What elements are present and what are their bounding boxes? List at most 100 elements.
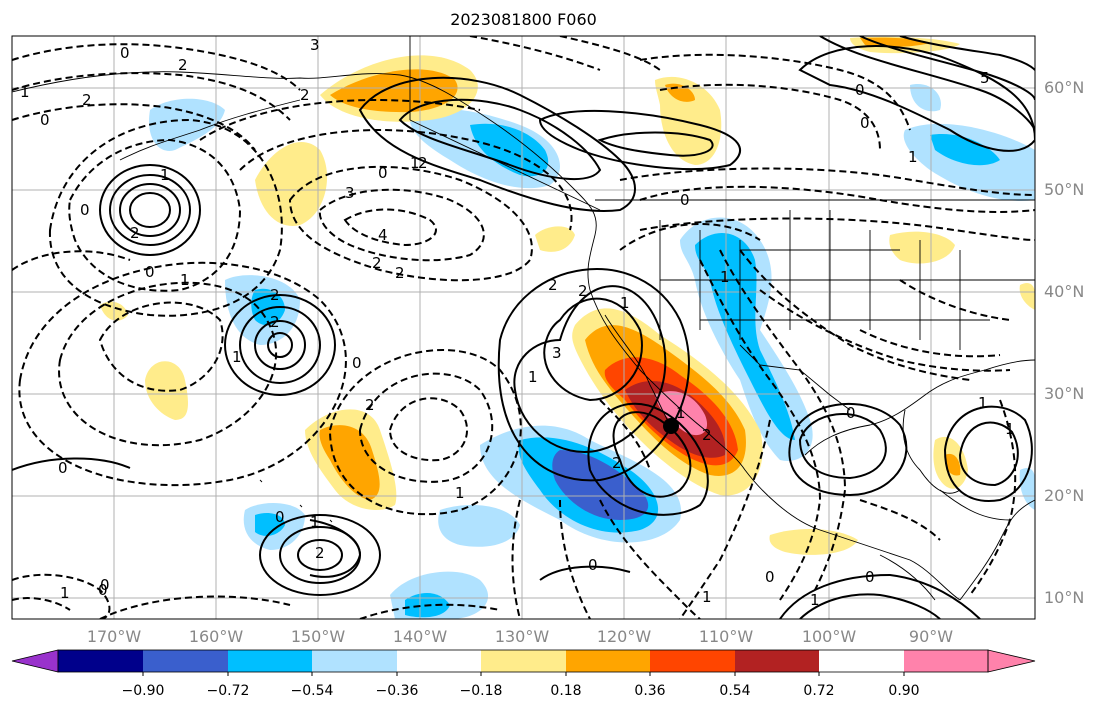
contour-label: 2 bbox=[315, 544, 325, 562]
colorbar-segment bbox=[735, 650, 819, 672]
lat-label: 30°N bbox=[1044, 384, 1085, 403]
contour-label: 0 bbox=[275, 508, 285, 526]
lon-label: 120°W bbox=[596, 627, 652, 646]
contour-label: 2 bbox=[270, 313, 280, 331]
contour-label: 2 bbox=[365, 396, 375, 414]
lon-label: 170°W bbox=[86, 627, 142, 646]
contour-label: 3 bbox=[310, 36, 320, 54]
contour-label: 0 bbox=[378, 164, 388, 182]
colorbar-segment bbox=[397, 650, 481, 672]
contour-label: 1 bbox=[528, 368, 538, 386]
contour-label: 2 bbox=[130, 224, 140, 242]
neg-shade bbox=[255, 513, 285, 536]
colorbar-tick-label: −0.36 bbox=[375, 683, 419, 699]
lon-label: 160°W bbox=[188, 627, 244, 646]
colorbar-extend-low bbox=[11, 649, 59, 673]
pos-shade bbox=[889, 231, 955, 264]
contour-label: 1 bbox=[720, 268, 730, 286]
colorbar-segment bbox=[566, 650, 650, 672]
neg-shade bbox=[930, 134, 1000, 166]
contour-label: 1 bbox=[20, 83, 30, 101]
contour-label: 3 bbox=[552, 344, 562, 362]
contour-label: 0 bbox=[846, 404, 856, 422]
contour-label: 1 bbox=[60, 584, 70, 602]
contour-label: 0 bbox=[680, 191, 690, 209]
contour-label: 1 bbox=[620, 294, 630, 312]
pos-shade bbox=[1019, 283, 1035, 310]
neg-shade bbox=[438, 505, 520, 547]
contour-label: 0 bbox=[120, 44, 130, 62]
colorbar-segment bbox=[228, 650, 312, 672]
contour-label: 0 bbox=[588, 556, 598, 574]
colorbar-segment bbox=[904, 650, 988, 672]
neg-shade bbox=[149, 98, 225, 151]
lat-label: 40°N bbox=[1044, 282, 1085, 301]
contour-label: 1 bbox=[978, 394, 988, 412]
contour-label: 2 bbox=[612, 454, 622, 472]
colorbar-tick-label: 0.54 bbox=[719, 683, 751, 699]
lon-label: 90°W bbox=[908, 627, 954, 646]
lon-label: 150°W bbox=[290, 627, 346, 646]
contour-label: 0 bbox=[58, 459, 68, 477]
colorbar-tick-label: −0.18 bbox=[459, 683, 503, 699]
contour-label: 2 bbox=[300, 86, 310, 104]
contour-label: 2 bbox=[418, 154, 428, 172]
lat-label: 10°N bbox=[1044, 588, 1085, 607]
solid-contours bbox=[12, 36, 1035, 619]
colorbar-segment bbox=[58, 650, 143, 672]
contour-label: 1 bbox=[160, 166, 170, 184]
contour-label: 0 bbox=[865, 568, 875, 586]
contour-label: 1 bbox=[702, 588, 712, 606]
colorbar-tick-label: 0.72 bbox=[803, 683, 835, 699]
contour-label: 1 bbox=[180, 271, 190, 289]
pos-shade bbox=[655, 76, 722, 165]
contour-label: 0 bbox=[765, 568, 775, 586]
contour-label: 0 bbox=[98, 581, 108, 599]
lat-label: 60°N bbox=[1044, 78, 1085, 97]
map-title: 2023081800 F060 bbox=[450, 10, 597, 29]
colorbar-segment bbox=[650, 650, 735, 672]
colorbar-tick-label: −0.72 bbox=[206, 683, 250, 699]
contour-label: 2 bbox=[702, 426, 712, 444]
contour-label: 2 bbox=[548, 276, 558, 294]
contour-label: 0 bbox=[100, 576, 110, 594]
lon-label: 110°W bbox=[698, 627, 754, 646]
colorbar-tick-label: 0.18 bbox=[550, 683, 582, 699]
contour-label: 2 bbox=[395, 264, 405, 282]
plot-frame bbox=[11, 35, 1036, 620]
contour-label: 1 bbox=[455, 484, 465, 502]
lon-label: 100°W bbox=[801, 627, 857, 646]
contour-label: 2 bbox=[82, 91, 92, 109]
contour-label: 2 bbox=[578, 282, 588, 300]
contour-label: 0 bbox=[145, 263, 155, 281]
contour-label-group: 0 2 1 0 3 2 1 0 2 0 1 2 2 0 3 4 2 2 2 2 … bbox=[20, 36, 1015, 609]
lat-label: 50°N bbox=[1044, 180, 1085, 199]
colorbar-tick-label: −0.54 bbox=[290, 683, 334, 699]
neg-shade bbox=[1019, 468, 1035, 510]
contour-label: 0 bbox=[80, 201, 90, 219]
pos-shade bbox=[769, 528, 858, 555]
colorbar-outline bbox=[57, 649, 989, 673]
contour-label: 1 bbox=[1005, 420, 1015, 438]
colorbar-segment bbox=[312, 650, 397, 672]
colorbar-segment bbox=[143, 650, 228, 672]
contour-label: 1 bbox=[676, 404, 686, 422]
contour-label: 1 bbox=[310, 513, 320, 531]
pos-shade bbox=[535, 226, 575, 252]
contour-label: 2 bbox=[372, 254, 382, 272]
colorbar-segment bbox=[481, 650, 566, 672]
contour-label: 5 bbox=[980, 69, 990, 87]
colorbar-tick-label: −0.90 bbox=[121, 683, 165, 699]
contour-label: 1 bbox=[810, 591, 820, 609]
contour-label: 0 bbox=[352, 354, 362, 372]
pos-shade bbox=[319, 425, 380, 500]
contour-label: 2 bbox=[178, 56, 188, 74]
lat-label: 20°N bbox=[1044, 486, 1085, 505]
lon-label: 130°W bbox=[494, 627, 550, 646]
neg-shade bbox=[910, 84, 941, 112]
contour-label: 2 bbox=[270, 286, 280, 304]
colorbar-extend-high bbox=[987, 649, 1036, 673]
shaded-anomalies bbox=[100, 36, 1035, 619]
pos-shade bbox=[655, 391, 708, 436]
